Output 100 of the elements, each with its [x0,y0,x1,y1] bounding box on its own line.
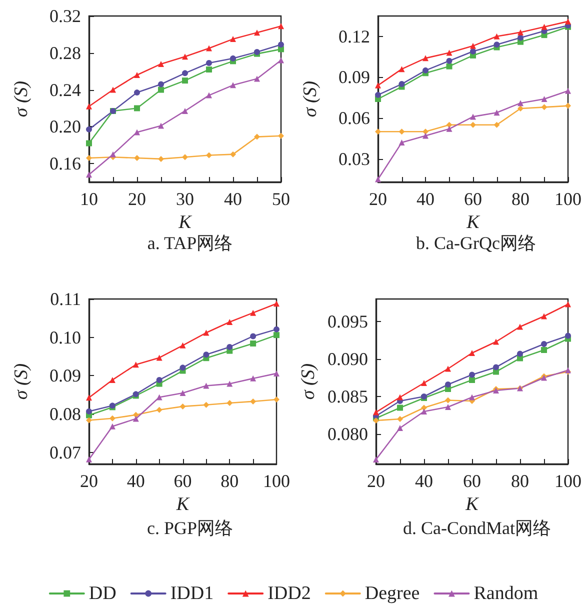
point [226,400,233,406]
y-tick-label: 0.09 [338,67,370,88]
point [541,347,547,353]
point [397,416,403,422]
point [86,155,92,162]
point [493,338,499,345]
x-axis-title: K [175,494,190,515]
point [226,344,233,350]
point [518,29,524,36]
point [156,406,162,413]
point [110,86,116,93]
x-tick-label: 50 [272,189,290,209]
x-axis-title: K [466,212,481,233]
point [86,408,92,414]
point [86,456,92,462]
point [445,366,451,372]
point [86,394,92,401]
point [203,352,210,358]
point [156,376,162,383]
point [86,103,92,110]
y-tick-label: 0.08 [50,404,81,424]
point [397,404,403,411]
point [375,176,381,182]
point [470,122,476,128]
point [375,128,381,135]
y-tick-label: 0.080 [328,424,368,444]
x-tick-label: 20 [367,471,385,491]
point [278,42,284,48]
point [565,301,571,308]
point [250,340,256,347]
point [470,48,476,54]
point [182,154,188,160]
point [180,342,186,348]
point [422,55,428,62]
y-tick-label: 0.07 [50,442,81,462]
point [109,415,116,422]
text: b. Ca-GrQc网络 [416,233,536,253]
x-tick-label: 40 [126,471,145,491]
x-tick-label: 80 [220,471,239,491]
point [206,60,212,66]
legend-label: DD [88,583,116,604]
point [134,129,140,136]
point [254,134,260,140]
point [182,54,188,60]
point [541,104,548,110]
point [134,90,140,96]
y-tick-label: 0.12 [338,26,370,46]
point [421,380,427,386]
point [469,394,475,400]
point [206,92,212,98]
point [158,122,164,129]
x-axis-title: K [178,212,193,233]
point [134,155,140,162]
point [541,96,548,102]
point [156,394,162,400]
x-tick-label: 80 [512,189,530,209]
y-axis-title: σ (S) [11,363,32,400]
legend-label: Degree [364,583,420,604]
x-tick-label: 60 [463,471,481,491]
point [110,151,116,158]
point [254,76,260,82]
point [446,58,452,64]
point [541,341,547,347]
point [226,380,233,387]
point [445,404,451,410]
point [182,70,188,76]
point [274,370,280,376]
point [206,45,212,52]
point [517,324,523,330]
point [203,382,210,389]
point [565,88,571,94]
x-tick-label: 40 [415,471,433,491]
point [203,402,210,408]
point [446,122,452,128]
y-tick-label: 0.085 [328,386,368,406]
y-axis-title: σ (S) [11,80,32,118]
point [109,423,116,430]
y-tick-label: 0.095 [328,312,368,332]
point [469,377,475,383]
point [446,50,452,56]
x-tick-label: 10 [80,189,98,209]
point [86,126,92,132]
point [375,92,381,98]
point [230,151,236,158]
point [132,416,139,422]
y-tick-label: 0.03 [338,148,370,169]
point [421,408,427,414]
point [134,72,140,78]
point [398,128,405,135]
point [518,106,524,112]
point [398,81,405,88]
point [446,63,452,70]
text: c. PGP网络 [146,518,234,538]
point [250,333,256,340]
point [565,102,571,109]
x-tick-label: 60 [464,189,482,209]
x-tick-label: 100 [554,471,582,491]
y-axis-title: σ (S) [298,363,319,400]
point [156,354,162,361]
point [203,330,210,336]
